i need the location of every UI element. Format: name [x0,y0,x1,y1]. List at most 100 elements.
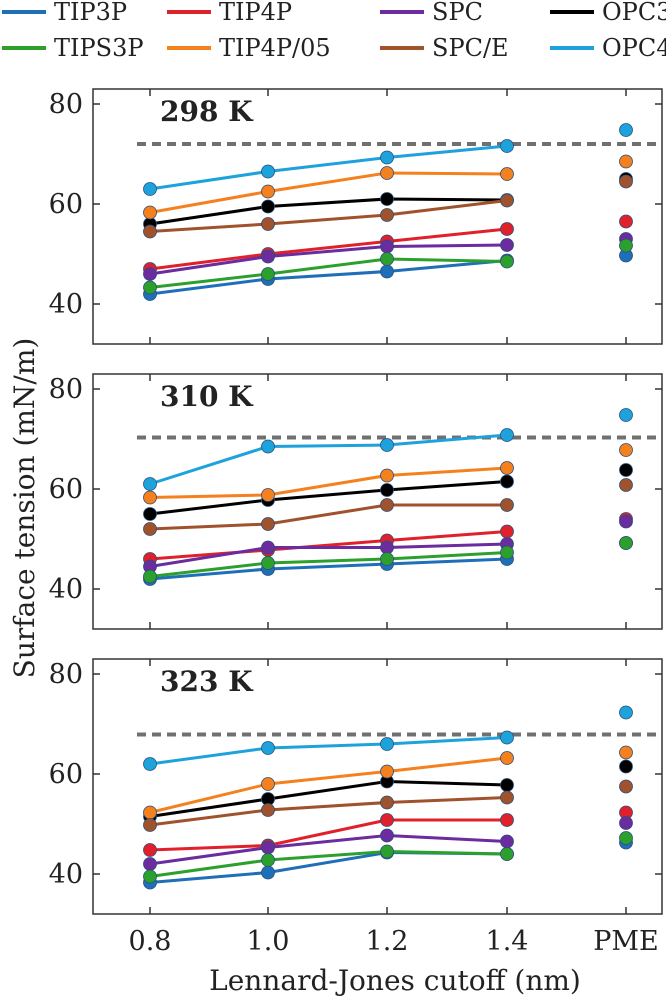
series-line [149,197,508,226]
series [143,835,633,890]
data-point [143,522,157,536]
pme-point [619,408,633,422]
data-point [143,757,157,771]
panel-frame [92,658,663,915]
y-tick-label: 60 [49,759,83,790]
x-tick-label: 1.2 [366,926,409,957]
series-line [149,736,508,766]
series-line [149,818,507,852]
series-line [149,756,508,814]
legend-label: SPC/E [432,34,509,62]
x-tick-label: 0.8 [129,926,172,957]
pme-point [619,463,633,477]
data-point [261,517,275,531]
data-point [380,239,394,254]
series-line [149,542,508,568]
pme-point [619,705,633,720]
data-point [380,438,394,452]
series [143,705,633,771]
pme-point [619,478,633,492]
series [143,123,633,196]
series [143,174,633,239]
data-point [380,483,394,497]
legend-entry: OPC3 [550,0,666,26]
data-point [261,164,275,179]
pme-point [619,214,633,229]
data-point [261,803,275,817]
x-tick-label: 1.4 [486,926,529,957]
data-point [500,238,514,252]
legend-label: TIP4P/05 [219,34,331,62]
data-point [143,857,157,871]
data-point [500,428,514,442]
data-point [500,524,514,539]
legend-label: TIP3P [54,0,127,26]
pme-point [619,514,633,529]
panel-title: 323 K [160,665,254,698]
panel: 40 60 80 323 K [49,658,663,915]
data-point [380,795,394,810]
series [143,408,633,491]
x-axis-title: Lennard-Jones cutoff (nm) [209,964,581,997]
y-tick-label: 80 [49,374,83,405]
data-point [261,840,275,855]
pme-point [619,831,633,845]
series-line [149,849,508,878]
series-line [149,551,508,578]
data-point [143,477,157,491]
data-point [143,818,157,832]
legend-entry: TIP3P [2,0,127,26]
legend-entry: SPC/E [380,34,509,62]
data-point [143,490,157,505]
pme-point [619,779,633,794]
legend-entry: OPC4 [550,34,666,62]
data-point [500,461,514,475]
legend: TIP3P TIP4P SPC OPC3 TIPS3P TIP4P/05 SPC/E OPC4 [2,0,666,62]
data-point [380,192,394,206]
data-point [143,869,157,884]
series [143,831,633,884]
y-tick-label: 40 [49,574,83,605]
data-point [261,777,275,791]
data-point [500,498,514,512]
data-point [380,828,394,843]
legend-entry: TIP4P/05 [167,34,331,62]
y-tick-label: 60 [49,189,83,220]
pme-point [619,745,633,760]
series [143,154,633,220]
series [143,463,633,521]
legend-label: OPC3 [602,0,666,26]
y-axis-title: Surface tension (mN/m) [8,338,41,679]
y-tick-label: 60 [49,474,83,505]
series-line [149,257,508,289]
data-point [500,254,514,269]
data-point [380,737,394,751]
data-point [261,540,275,555]
data-point [380,844,394,859]
series [143,478,633,536]
data-point [380,540,394,555]
pme-point [619,816,633,830]
data-point [143,843,157,857]
panel-frame [92,88,663,345]
pme-point [619,123,633,137]
data-point [261,439,275,454]
data-point [380,764,394,779]
data-point [500,847,514,861]
series-line [149,503,507,531]
legend-entry: SPC [380,0,483,26]
series [143,745,633,820]
data-point [500,139,514,153]
series-line [149,779,508,818]
series-line [149,480,508,516]
pme-point [619,759,633,774]
series-line [149,259,508,296]
pme-point [619,238,633,253]
data-point [500,813,514,827]
data-point [500,545,514,560]
data-point [500,730,514,745]
data-point [500,222,514,236]
legend-label: TIPS3P [54,34,144,62]
legend-label: TIP4P [219,0,292,26]
